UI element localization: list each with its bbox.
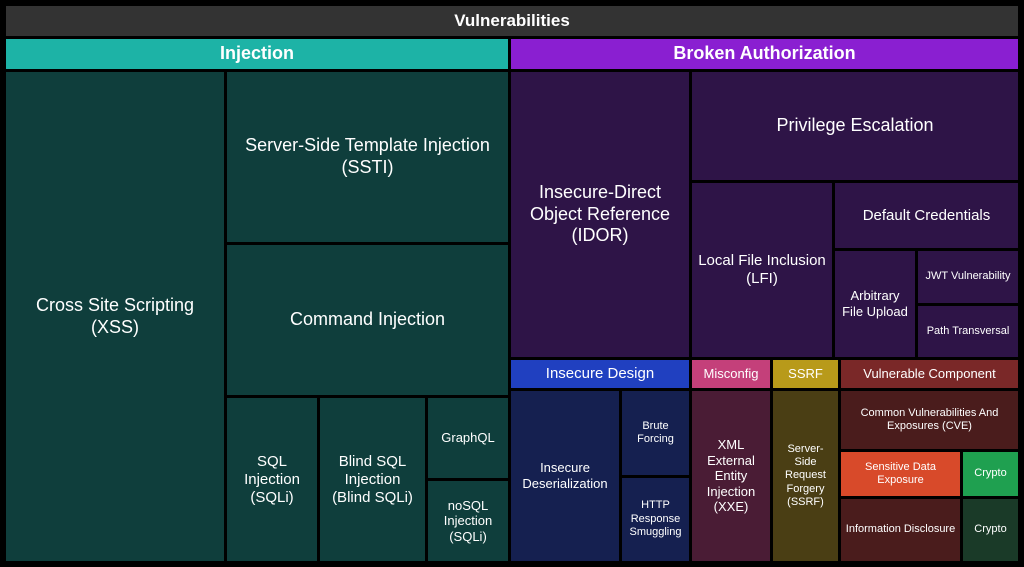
default-creds-cell: Default Credentials <box>835 183 1018 248</box>
idor-cell: Insecure-Direct Object Reference (IDOR) <box>511 72 689 357</box>
ssrf-body-cell: Server-Side Request Forgery (SSRF) <box>773 391 838 561</box>
info-disclosure-cell: Information Disclosure <box>841 499 960 561</box>
blind-sqli-cell: Blind SQL Injection (Blind SQLi) <box>320 398 425 561</box>
misconfig-header: Misconfig <box>692 360 770 388</box>
injection-group: Cross Site Scripting (XSS) Server-Side T… <box>6 72 508 561</box>
sensitive-data-cell: Sensitive Data Exposure <box>841 452 960 496</box>
xss-cell: Cross Site Scripting (XSS) <box>6 72 224 561</box>
http-smuggling-cell: HTTP Response Smuggling <box>622 478 689 562</box>
brute-force-cell: Brute Forcing <box>622 391 689 475</box>
broken-auth-group: Insecure-Direct Object Reference (IDOR) … <box>511 72 1018 561</box>
vulnerabilities-treemap: Vulnerabilities Injection Broken Authori… <box>6 6 1018 561</box>
privesc-cell: Privilege Escalation <box>692 72 1018 180</box>
graphql-cell: GraphQL <box>428 398 508 478</box>
path-trav-cell: Path Transversal <box>918 306 1018 358</box>
insecure-design-header: Insecure Design <box>511 360 689 388</box>
jwt-cell: JWT Vulnerability <box>918 251 1018 303</box>
crypto-green-cell: Crypto <box>963 452 1018 496</box>
deserialization-cell: Insecure Deserialization <box>511 391 619 561</box>
title: Vulnerabilities <box>6 6 1018 36</box>
broken-auth-header: Broken Authorization <box>511 39 1018 69</box>
nosql-cell: noSQL Injection (SQLi) <box>428 481 508 561</box>
vuln-comp-header: Vulnerable Component <box>841 360 1018 388</box>
arb-upload-cell: Arbitrary File Upload <box>835 251 915 357</box>
injection-header: Injection <box>6 39 508 69</box>
crypto-dark-cell: Crypto <box>963 499 1018 561</box>
cve-cell: Common Vulnerabilities And Exposures (CV… <box>841 391 1018 449</box>
ssti-cell: Server-Side Template Injection (SSTI) <box>227 72 508 242</box>
sqli-cell: SQL Injection (SQLi) <box>227 398 317 561</box>
lfi-cell: Local File Inclusion (LFI) <box>692 183 832 357</box>
cmd-injection-cell: Command Injection <box>227 245 508 395</box>
xxe-cell: XML External Entity Injection (XXE) <box>692 391 770 561</box>
ssrf-header: SSRF <box>773 360 838 388</box>
